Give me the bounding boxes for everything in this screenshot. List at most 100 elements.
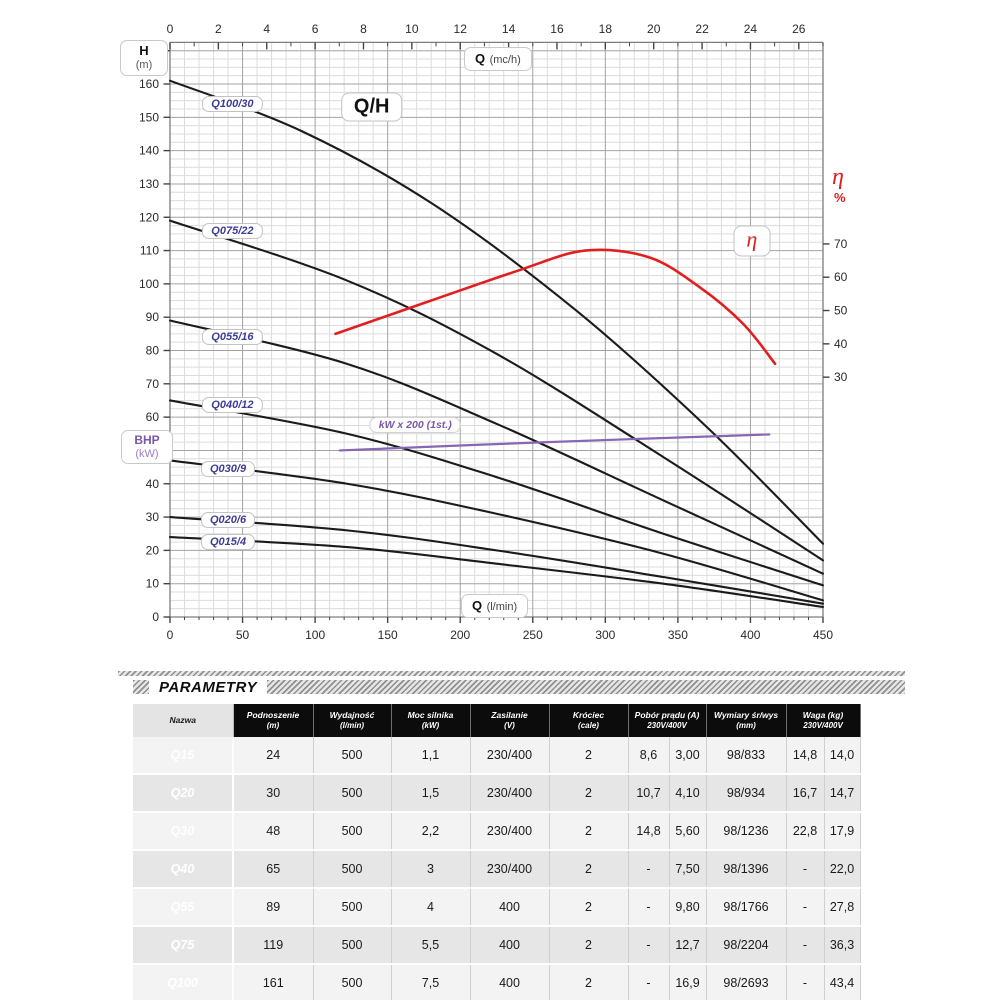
table-cell: 14,0 — [824, 737, 861, 775]
bottom-axis-tick-label: 200 — [450, 628, 470, 642]
flow-axis-unit: (l/min) — [486, 601, 518, 613]
table-cell: 14,8 — [786, 737, 825, 775]
column-header: Pobór prądu (A) 230V/400V — [628, 704, 707, 737]
table-cell: 24 — [233, 737, 314, 775]
bottom-axis-tick-label: 400 — [740, 628, 760, 642]
section-title: PARAMETRY — [159, 678, 258, 696]
table-cell: 500 — [313, 964, 392, 1000]
left-axis-tick-label: 60 — [146, 410, 160, 424]
table-cell: 30 — [233, 774, 314, 813]
row-name-cell: Q100 — [133, 964, 234, 1000]
table-cell: 230/400 — [470, 812, 550, 851]
table-cell: - — [786, 850, 825, 889]
table-cell: 500 — [313, 850, 392, 889]
table-cell: 230/400 — [470, 850, 550, 889]
left-axis-tick-label: 70 — [146, 377, 160, 391]
table-cell: 500 — [313, 774, 392, 813]
table-cell: 98/1236 — [706, 812, 787, 851]
table-row-q75: Q75 119 500 5,5 400 2-12,7 98/2204-36,3 — [133, 926, 861, 965]
table-cell: 17,9 — [824, 812, 861, 851]
top-axis-tick-label: 20 — [647, 22, 661, 36]
table-cell: 7,5 — [391, 964, 471, 1000]
table-cell: 2,2 — [391, 812, 471, 851]
table-cell: 500 — [313, 737, 392, 775]
table-row-q100: Q100 161 500 7,5 400 2-16,9 98/2693-43,4 — [133, 964, 861, 1000]
left-axis-tick-label: 140 — [139, 144, 159, 158]
table-cell: - — [628, 888, 670, 927]
column-header: Zasilanie (V) — [470, 704, 550, 737]
table-cell: 4 — [391, 888, 471, 927]
curve-label-q020-6: Q020/6 — [200, 512, 256, 529]
table-cell: 89 — [233, 888, 314, 927]
right-axis-tick-label: 70 — [834, 237, 848, 251]
row-name-cell: Q30 — [133, 812, 234, 851]
series-Q020/6 — [168, 516, 825, 605]
table-cell: 22,0 — [824, 850, 861, 889]
left-axis-tick-label: 20 — [146, 543, 160, 557]
column-header: Nazwa — [133, 704, 234, 737]
row-name-cell: Q55 — [133, 888, 234, 927]
left-axis-tick-label: 30 — [146, 510, 160, 524]
table-cell: 400 — [470, 926, 550, 965]
series-Q055/16 — [168, 319, 825, 575]
table-cell: 98/2693 — [706, 964, 787, 1000]
table-cell: 500 — [313, 926, 392, 965]
qh-performance-chart: 0 2 4 6 8 10 12 14 16 18 20 22 24 260 50 100 150 200 250 30… — [139, 22, 848, 642]
table-cell: 48 — [233, 812, 314, 851]
power-annotation: kW x 200 (1st.) — [369, 417, 461, 434]
left-axis-tick-label: 80 — [146, 344, 160, 358]
table-cell: 119 — [233, 926, 314, 965]
bottom-axis-tick-label: 50 — [236, 628, 250, 642]
table-row-q20: Q20 30 500 1,5 230/400 2 10,7 4,10 98/934 16,7 14,… — [133, 774, 861, 813]
table-cell: 2 — [549, 850, 629, 889]
table-cell: 400 — [470, 964, 550, 1000]
right-axis-tick-label: 50 — [834, 304, 848, 318]
percent-symbol: % — [834, 189, 846, 205]
head-axis-unit-box: H (m) — [120, 40, 168, 76]
bottom-axis-tick-label: 0 — [167, 628, 174, 642]
top-axis-tick-label: 6 — [312, 22, 319, 36]
right-axis-tick-label: 40 — [834, 337, 848, 351]
table-cell: - — [786, 964, 825, 1000]
bhp-axis-unit-box: BHP (kW) — [121, 430, 173, 465]
left-axis-tick-label: 0 — [152, 610, 159, 624]
table-cell: 27,8 — [824, 888, 861, 927]
table-cell: 12,7 — [669, 926, 707, 965]
series-BHP kW x 200 — [338, 433, 771, 452]
table-header-row: Nazwa Podnoszenie (m) Wydajność (l/min) Moc s… — [133, 704, 861, 737]
row-name-cell: Q20 — [133, 774, 234, 813]
series-Q040/12 — [168, 399, 825, 587]
table-cell: 98/2204 — [706, 926, 787, 965]
flow-axis-symbol: Q — [472, 598, 483, 613]
table-row-q40: Q40 65 500 3 230/400 2-7,50 98/1396-22,0 — [133, 850, 861, 889]
table-cell: 3 — [391, 850, 471, 889]
curve-label-q055-16: Q055/16 — [202, 329, 263, 346]
bottom-axis-tick-label: 350 — [668, 628, 688, 642]
table-cell: 2 — [549, 964, 629, 1000]
left-axis-tick-label: 90 — [146, 310, 160, 324]
table-cell: 1,5 — [391, 774, 471, 813]
curve-label-q040-12: Q040/12 — [202, 397, 263, 414]
hatch-bar-decoration — [267, 680, 905, 694]
table-cell: 1,1 — [391, 737, 471, 775]
left-axis-tick-label: 130 — [139, 177, 159, 191]
top-axis-tick-label: 2 — [215, 22, 222, 36]
bhp-axis-symbol: BHP — [134, 433, 160, 447]
curve-label-q030-9: Q030/9 — [200, 460, 256, 477]
row-name-cell: Q15 — [133, 737, 234, 775]
table-row-q55: Q55 89 500 4 400 2-9,80 98/1766-27,8 — [133, 888, 861, 927]
table-cell: 5,5 — [391, 926, 471, 965]
table-cell: 9,80 — [669, 888, 707, 927]
flow-axis-symbol: Q — [475, 51, 486, 66]
top-axis-tick-label: 16 — [550, 22, 564, 36]
table-cell: 2 — [549, 737, 629, 775]
table-cell: 98/934 — [706, 774, 787, 813]
left-axis-tick-label: 110 — [140, 244, 159, 258]
flow-axis-bottom-unit-box: Q (l/min) — [461, 594, 529, 619]
top-axis-tick-label: 8 — [360, 22, 367, 36]
table-cell: 10,7 — [628, 774, 670, 813]
top-axis-tick-label: 4 — [263, 22, 270, 36]
eta-symbol: η — [832, 164, 844, 190]
column-header: Waga (kg) 230V/400V — [786, 704, 861, 737]
